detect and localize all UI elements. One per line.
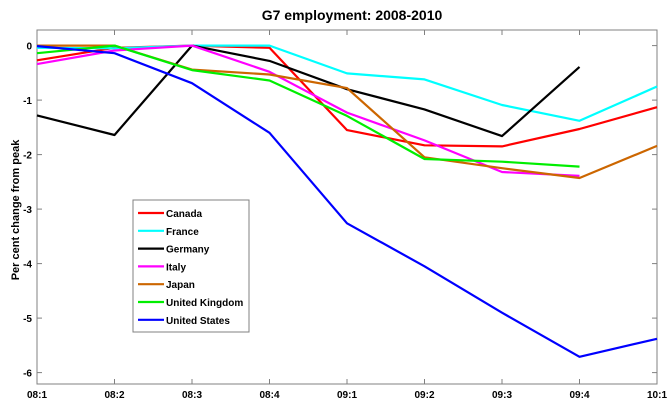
legend-label-france: France	[166, 227, 199, 238]
legend-label-united-states: United States	[166, 316, 230, 327]
series-line-united-kingdom	[36, 44, 580, 168]
series-line-france	[36, 44, 658, 122]
x-tick-label: 08:4	[259, 390, 279, 401]
x-tick-label: 09:1	[337, 390, 357, 401]
y-axis-label: Per cent change from peak	[10, 139, 22, 280]
y-tick-label: -5	[23, 314, 32, 325]
chart-title: G7 employment: 2008-2010	[262, 7, 443, 23]
legend-label-united-kingdom: United Kingdom	[166, 298, 243, 309]
series-line-united-states	[36, 45, 658, 358]
series-lines	[36, 44, 658, 358]
x-tick-label: 08:2	[104, 390, 124, 401]
legend-label-italy: Italy	[166, 262, 186, 273]
plot-area	[36, 29, 658, 385]
x-tick-label: 09:2	[414, 390, 434, 401]
x-tick-label: 09:4	[569, 390, 589, 401]
y-tick-label: 0	[26, 42, 32, 53]
y-tick-label: -1	[23, 96, 32, 107]
x-tick-label: 10:1	[647, 390, 667, 401]
x-tick-label: 08:3	[182, 390, 202, 401]
legend: Canada France Germany Italy Japan United King…	[132, 199, 250, 333]
legend-label-canada: Canada	[166, 209, 203, 220]
x-tick-label: 09:3	[492, 390, 512, 401]
x-tick-label: 08:1	[27, 390, 47, 401]
y-tick-label: -2	[23, 151, 32, 162]
y-tick-label: -3	[23, 205, 32, 216]
legend-label-japan: Japan	[166, 280, 195, 291]
y-tick-label: -4	[23, 260, 32, 271]
legend-label-germany: Germany	[166, 245, 210, 256]
x-axis: 08:1 08:2 08:3 08:4 09:1 09:2 09:3 09:4 10:1	[27, 30, 667, 401]
series-line-germany	[36, 44, 581, 138]
y-tick-label: -6	[23, 369, 32, 380]
